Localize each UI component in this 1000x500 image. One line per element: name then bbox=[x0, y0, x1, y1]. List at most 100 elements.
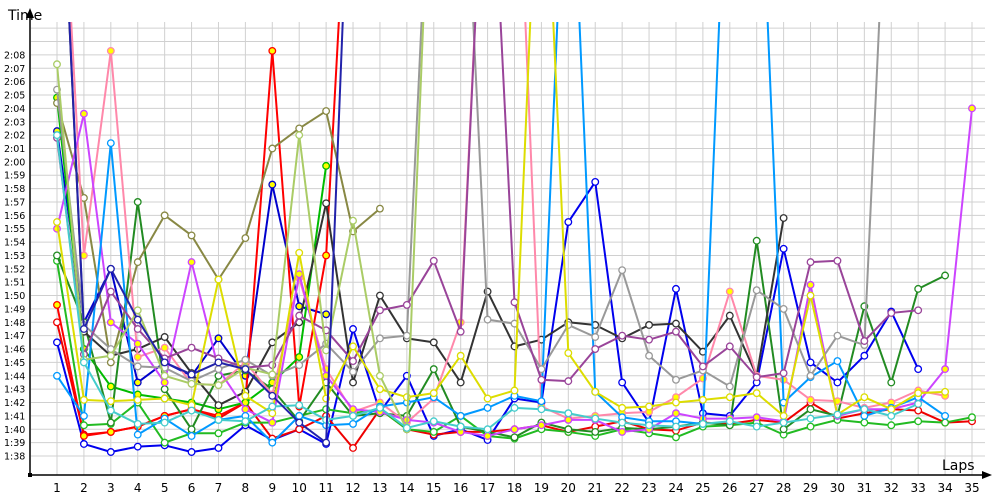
data-point bbox=[564, 349, 573, 358]
y-tick-label: 1:40 bbox=[4, 425, 25, 436]
data-point bbox=[133, 353, 142, 362]
data-point bbox=[268, 338, 277, 347]
data-point bbox=[833, 410, 842, 419]
y-tick-label: 2:05 bbox=[4, 91, 25, 102]
data-point bbox=[456, 422, 465, 431]
data-point bbox=[672, 398, 680, 407]
data-point bbox=[322, 438, 331, 447]
data-point bbox=[295, 418, 304, 427]
data-point bbox=[833, 331, 842, 340]
data-point bbox=[618, 266, 627, 275]
data-point bbox=[725, 311, 734, 320]
series-teal bbox=[53, 131, 923, 434]
data-point bbox=[860, 351, 869, 360]
y-tick-label: 1:50 bbox=[4, 291, 25, 302]
data-point bbox=[860, 411, 869, 420]
data-point bbox=[322, 199, 331, 208]
data-point bbox=[375, 291, 384, 300]
data-point bbox=[160, 385, 169, 394]
data-point bbox=[941, 365, 950, 374]
data-point bbox=[537, 405, 546, 414]
series-yellow bbox=[53, 22, 950, 420]
x-tick-label: 10 bbox=[292, 481, 307, 495]
x-tick-label: 5 bbox=[161, 481, 169, 495]
data-point bbox=[402, 331, 411, 340]
series-group bbox=[53, 22, 976, 456]
data-point bbox=[483, 425, 492, 434]
data-point bbox=[349, 419, 357, 428]
data-point bbox=[106, 406, 115, 415]
y-tick-label: 1:39 bbox=[4, 438, 25, 449]
data-point bbox=[268, 180, 277, 189]
data-point bbox=[537, 397, 546, 406]
data-point bbox=[295, 248, 304, 257]
data-point bbox=[106, 397, 115, 406]
data-point bbox=[375, 204, 384, 213]
data-point bbox=[591, 387, 600, 396]
data-point bbox=[187, 425, 196, 434]
data-point bbox=[241, 365, 250, 374]
x-tick-label: 12 bbox=[345, 481, 360, 495]
x-tick-label: 29 bbox=[803, 481, 818, 495]
data-point bbox=[806, 422, 815, 431]
x-tick-label: 19 bbox=[534, 481, 549, 495]
data-point bbox=[160, 333, 169, 341]
x-tick-label: 13 bbox=[372, 481, 387, 495]
data-point bbox=[214, 429, 223, 438]
data-point bbox=[133, 362, 142, 371]
data-point bbox=[860, 337, 869, 345]
data-point bbox=[53, 251, 61, 260]
data-point bbox=[53, 218, 61, 226]
x-axis-title: Laps bbox=[942, 458, 975, 474]
data-point bbox=[860, 418, 869, 427]
data-point bbox=[79, 251, 88, 260]
y-tick-label: 1:55 bbox=[4, 224, 25, 235]
data-point bbox=[725, 342, 734, 351]
data-point bbox=[214, 381, 223, 390]
data-point bbox=[483, 394, 492, 403]
y-tick-label: 1:42 bbox=[4, 398, 25, 409]
data-point bbox=[106, 318, 115, 327]
data-point bbox=[349, 405, 357, 414]
data-point bbox=[725, 287, 734, 296]
data-point bbox=[79, 411, 88, 420]
data-point bbox=[187, 370, 196, 379]
data-point bbox=[672, 375, 680, 384]
data-point bbox=[914, 306, 923, 315]
x-tick-label: 30 bbox=[830, 481, 845, 495]
y-tick-label: 2:08 bbox=[4, 50, 25, 61]
data-point bbox=[268, 391, 277, 400]
data-point bbox=[645, 351, 654, 360]
data-point bbox=[429, 427, 438, 436]
data-point bbox=[268, 418, 277, 427]
y-tick-label: 1:41 bbox=[4, 411, 25, 422]
data-point bbox=[833, 256, 842, 265]
data-point bbox=[806, 371, 815, 380]
data-point bbox=[349, 325, 357, 333]
data-point bbox=[349, 367, 357, 376]
x-tick-label: 16 bbox=[453, 481, 468, 495]
data-point bbox=[268, 370, 277, 379]
x-tick-label: 27 bbox=[749, 481, 764, 495]
x-tick-label: 33 bbox=[911, 481, 926, 495]
y-axis-title: Time bbox=[7, 8, 42, 24]
data-point bbox=[564, 425, 573, 434]
series-line bbox=[56, 22, 946, 417]
data-point bbox=[106, 418, 115, 427]
y-tick-label: 1:54 bbox=[4, 238, 25, 249]
y-tick-label: 2:00 bbox=[4, 157, 25, 168]
data-point bbox=[591, 333, 600, 341]
data-point bbox=[779, 304, 788, 313]
x-tick-label: 32 bbox=[884, 481, 899, 495]
y-tick-label: 2:03 bbox=[4, 117, 25, 128]
y-tick-label: 1:52 bbox=[4, 264, 25, 275]
data-point bbox=[456, 378, 465, 387]
data-point bbox=[779, 369, 788, 378]
y-tick-label: 1:44 bbox=[4, 371, 25, 382]
data-point bbox=[79, 395, 88, 404]
data-point bbox=[941, 418, 950, 427]
data-point bbox=[645, 421, 654, 430]
data-point bbox=[160, 358, 169, 367]
data-point bbox=[887, 411, 896, 420]
y-tick-label: 1:58 bbox=[4, 184, 25, 195]
